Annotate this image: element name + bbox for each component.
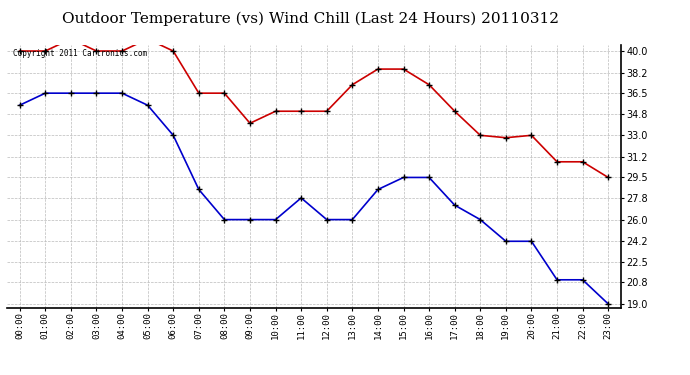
Text: Copyright 2011 Cartronics.com: Copyright 2011 Cartronics.com [13,49,147,58]
Text: Outdoor Temperature (vs) Wind Chill (Last 24 Hours) 20110312: Outdoor Temperature (vs) Wind Chill (Las… [62,11,559,26]
